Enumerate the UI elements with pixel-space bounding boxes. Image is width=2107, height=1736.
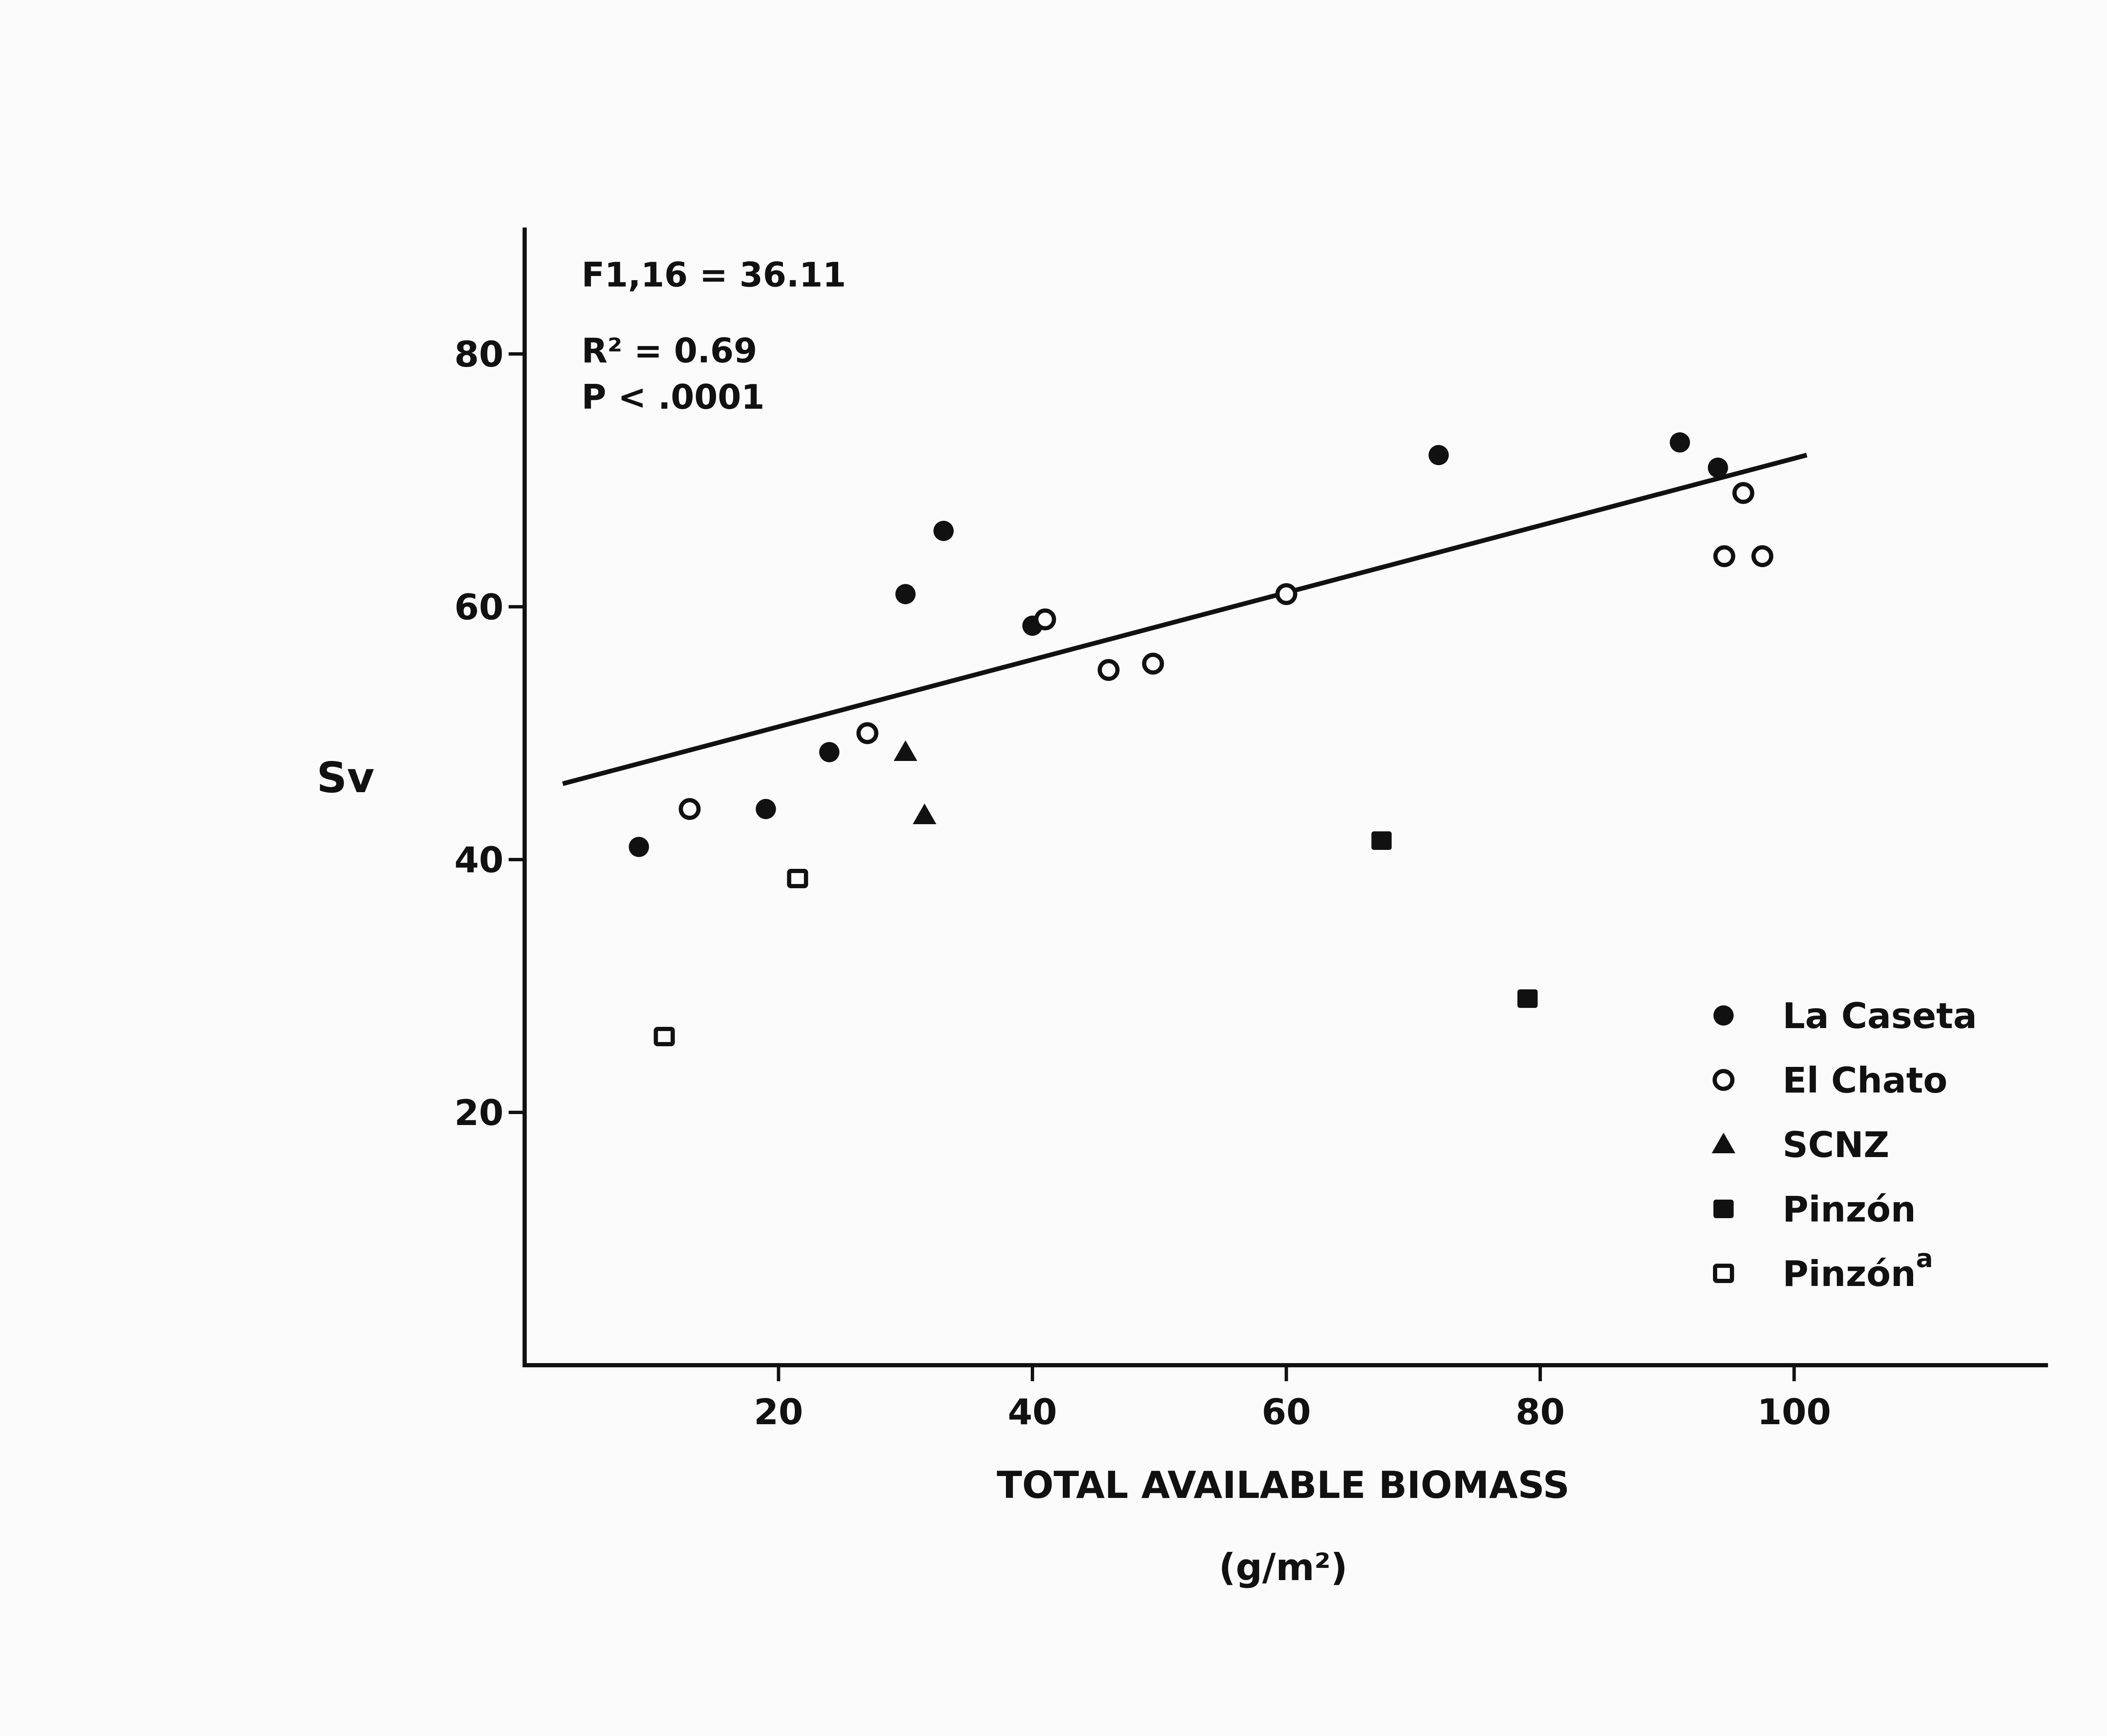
x-tick-label-40: 40 [1008, 1391, 1057, 1433]
x-tick-label-20: 20 [754, 1391, 803, 1433]
y-tick-label-60: 60 [454, 587, 504, 628]
point-la-caseta-6 [1429, 445, 1449, 465]
legend-marker-pinz-n-a [1713, 1264, 1734, 1283]
point-la-caseta-4 [933, 521, 954, 541]
y-tick-label-80: 80 [454, 334, 504, 375]
point-el-chato-0 [678, 798, 701, 820]
point-el-chato-8 [1751, 545, 1774, 567]
x-tick-label-60: 60 [1262, 1391, 1311, 1433]
point-el-chato-2 [1034, 608, 1056, 630]
point-scnz-0 [893, 740, 917, 761]
legend-marker-el-chato [1713, 1069, 1734, 1091]
y-axis-label: Sv [316, 753, 374, 802]
legend-marker-scnz [1712, 1133, 1735, 1153]
axes: 20 40 60 80 100 20 40 60 80 [454, 228, 2048, 1433]
point-el-chato-7 [1732, 482, 1754, 504]
point-scnz-1 [912, 804, 936, 824]
point-la-caseta-2 [819, 742, 839, 762]
x-axis-unit: (g/m²) [1219, 1546, 1348, 1589]
regression-line-group [562, 453, 1808, 786]
point-pinz-n-a-1 [787, 869, 808, 888]
regression-line [562, 453, 1808, 786]
data-points [629, 432, 1774, 1046]
point-la-caseta-3 [895, 584, 916, 604]
point-el-chato-4 [1142, 653, 1164, 675]
annotation-r-squared: R² = 0.69 [582, 331, 757, 370]
point-pinz-n-a-0 [654, 1027, 675, 1046]
point-el-chato-5 [1275, 583, 1297, 605]
annotation-f-stat: F1,16 = 36.11 [582, 255, 846, 295]
legend-label-la-caseta: La Caseta [1783, 995, 1977, 1037]
legend-label-pinz-n: Pinzón [1783, 1189, 1916, 1230]
legend-label-superscript: a [1916, 1244, 1933, 1273]
point-la-caseta-8 [1708, 458, 1728, 478]
x-tick-label-80: 80 [1516, 1391, 1565, 1433]
point-pinz-n-1 [1517, 989, 1538, 1008]
legend-label-pinz-n-a: Pinzóna [1783, 1244, 1933, 1294]
point-el-chato-1 [856, 722, 879, 744]
annotation-p-value: P < .0001 [582, 378, 764, 417]
legend-marker-pinz-n [1713, 1200, 1734, 1218]
x-tick-label-100: 100 [1757, 1391, 1831, 1433]
point-el-chato-6 [1713, 545, 1735, 567]
legend-label-el-chato: El Chato [1783, 1060, 1947, 1101]
point-la-caseta-7 [1670, 432, 1690, 453]
point-la-caseta-0 [629, 837, 649, 857]
legend: La Caseta El Chato SCNZ Pinzón Pinzóna [1712, 995, 1977, 1294]
point-el-chato-3 [1097, 659, 1120, 681]
legend-label-scnz: SCNZ [1783, 1124, 1889, 1165]
y-tick-label-20: 20 [454, 1092, 504, 1133]
point-pinz-n-0 [1371, 831, 1392, 850]
y-tick-label-40: 40 [454, 839, 504, 881]
legend-marker-la-caseta [1713, 1005, 1734, 1026]
point-la-caseta-1 [756, 799, 776, 819]
labels: TOTAL AVAILABLE BIOMASS (g/m²) Sv F1,16 = 3… [316, 255, 1569, 1589]
x-axis-label: TOTAL AVAILABLE BIOMASS [997, 1463, 1569, 1507]
